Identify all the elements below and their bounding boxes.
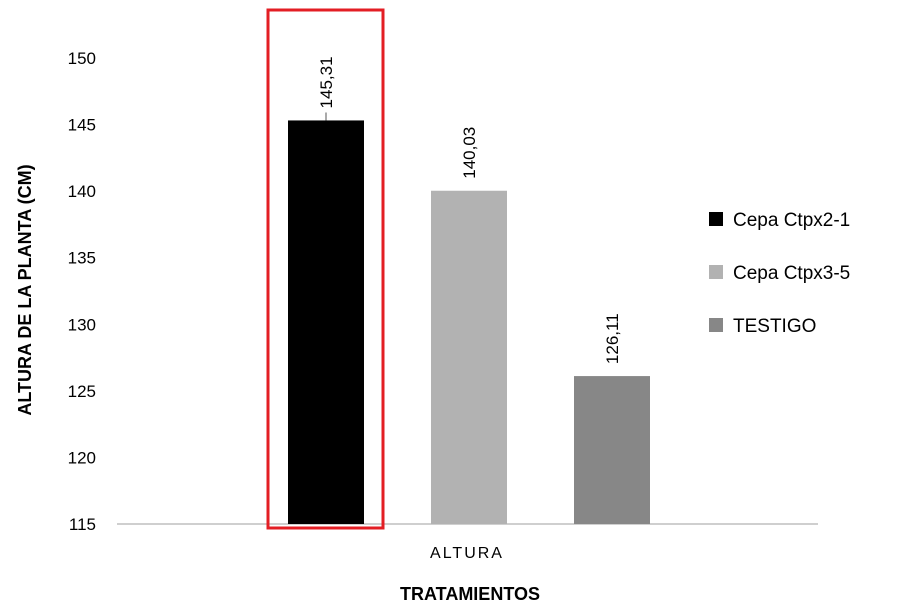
- legend-swatch: [709, 318, 723, 332]
- bar: [288, 120, 364, 524]
- legend-label: TESTIGO: [733, 316, 816, 337]
- y-tick-label: 130: [68, 315, 96, 334]
- y-axis-title: ALTURA DE LA PLANTA (CM): [15, 164, 35, 415]
- legend-label: Cepa Ctpx3-5: [733, 263, 850, 284]
- legend: Cepa Ctpx2-1 Cepa Ctpx3-5 TESTIGO: [709, 210, 850, 337]
- y-tick-label: 150: [68, 49, 96, 68]
- y-tick-label: 145: [68, 116, 96, 135]
- y-tick-label: 135: [68, 249, 96, 268]
- legend-swatch: [709, 212, 723, 226]
- legend-swatch: [709, 265, 723, 279]
- highlight-box: [266, 8, 385, 530]
- data-label: 126,11: [603, 313, 622, 364]
- data-label: 145,31: [317, 56, 336, 108]
- legend-label: Cepa Ctpx2-1: [733, 210, 850, 231]
- x-axis-title: TRATAMIENTOS: [400, 584, 540, 604]
- y-axis-ticks: 115 120 125 130 135 140 145 150: [68, 49, 96, 534]
- x-category-label: ALTURA: [430, 545, 504, 562]
- y-tick-label: 125: [68, 382, 96, 401]
- y-tick-label: 120: [68, 448, 96, 467]
- y-tick-label: 140: [68, 182, 96, 201]
- y-tick-label: 115: [69, 515, 96, 534]
- bar: [574, 376, 650, 524]
- bars: [288, 120, 650, 525]
- data-label: 140,03: [460, 127, 479, 179]
- data-labels: 145,31 140,03 126,11: [317, 56, 622, 364]
- bar: [431, 190, 507, 525]
